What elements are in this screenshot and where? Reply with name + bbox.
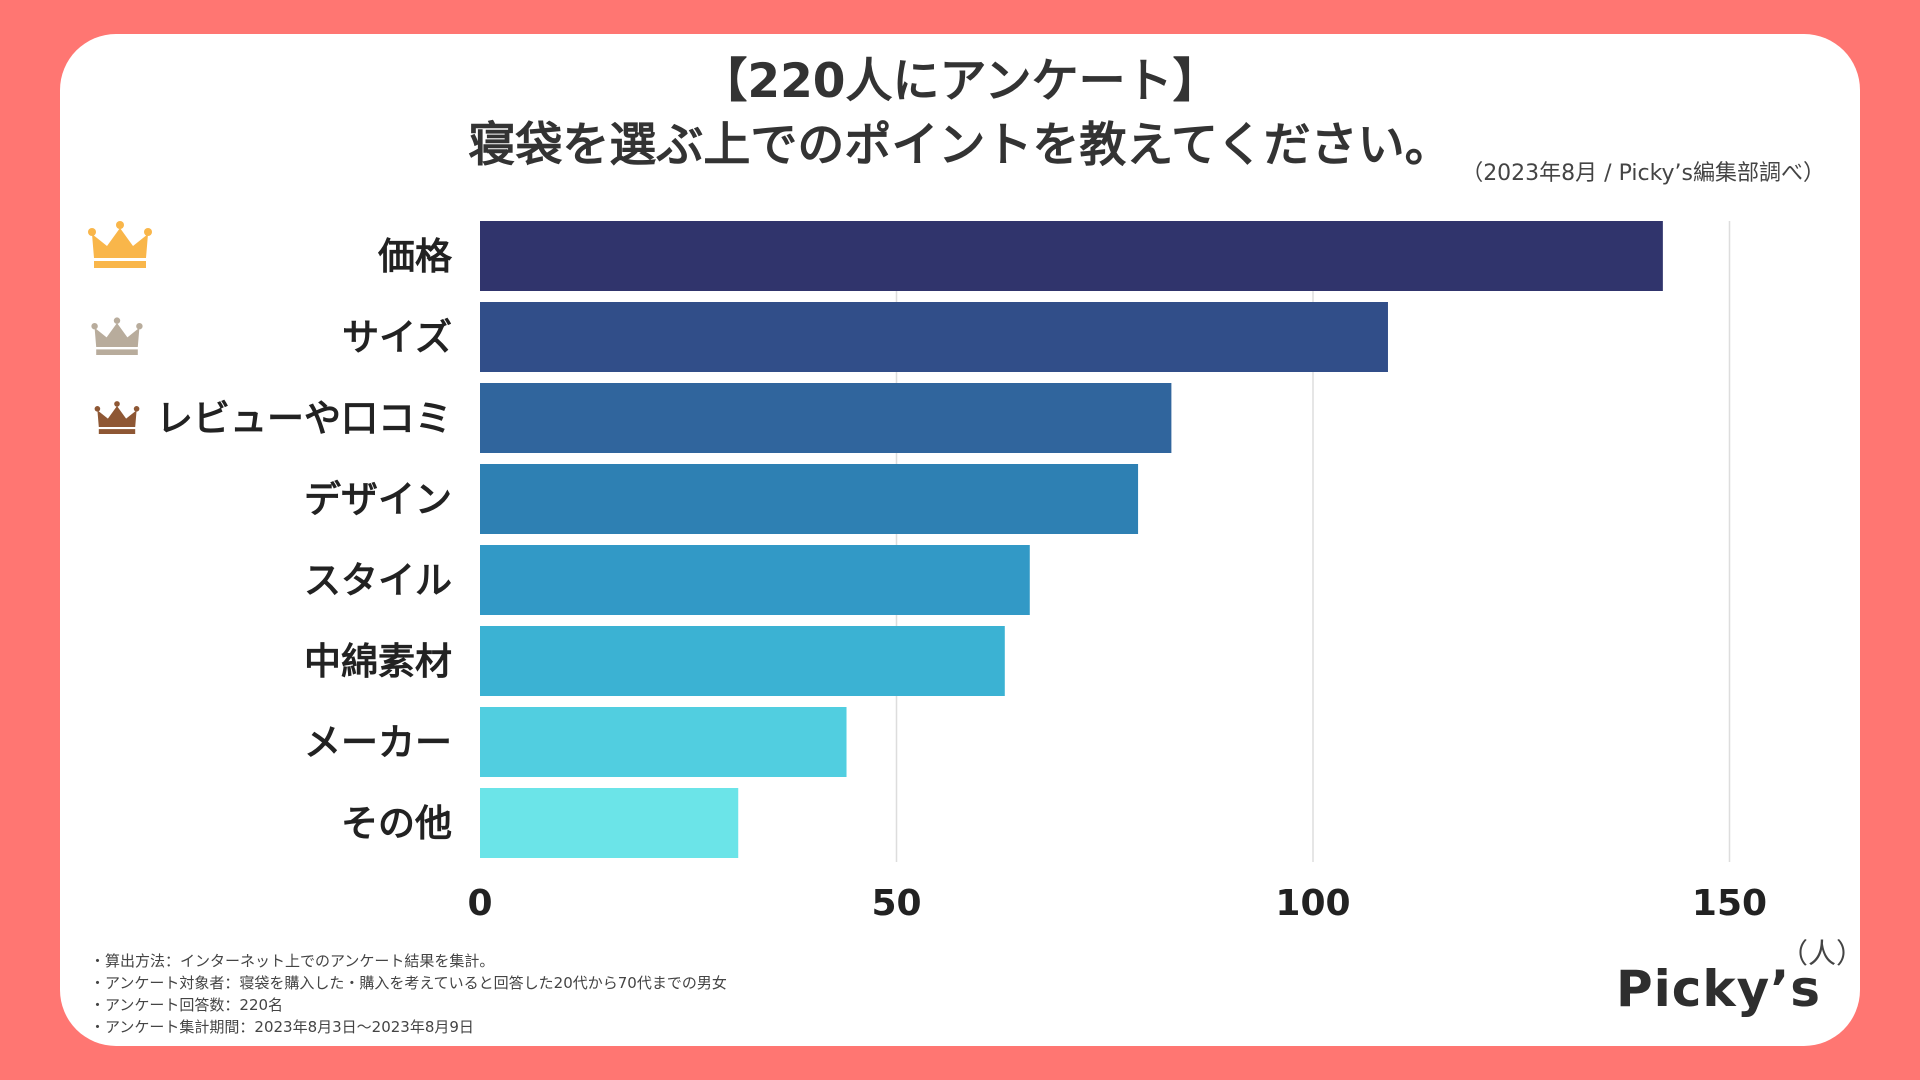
bar-2 <box>480 383 1172 453</box>
category-label-4: スタイル <box>304 559 452 602</box>
bar-1 <box>480 302 1388 372</box>
note-count: ・アンケート回答数：220名 <box>90 996 284 1014</box>
x-tick-label-50: 50 <box>871 883 921 924</box>
brand-logo: Picky’s <box>1616 960 1822 1018</box>
note-period: ・アンケート集計期間：2023年8月3日〜2023年8月9日 <box>90 1018 474 1036</box>
source-note: （2023年8月 / Picky’s編集部調べ） <box>1461 161 1825 186</box>
axis-unit-label: （人） <box>1780 937 1865 970</box>
category-label-3: デザイン <box>304 478 452 521</box>
bar-4 <box>480 545 1030 615</box>
crown-icon-2 <box>91 317 143 355</box>
chart-title-line2: 寝袋を選ぶ上でのポイントを教えてください。 <box>468 118 1452 173</box>
bar-7 <box>480 788 739 858</box>
crown-icon-3 <box>94 401 140 434</box>
category-label-6: メーカー <box>304 721 452 764</box>
x-tick-label-0: 0 <box>467 883 492 924</box>
category-label-2: レビューや口コミ <box>156 397 452 440</box>
chart-card <box>60 34 1860 1046</box>
bar-0 <box>480 221 1663 291</box>
survey-notes: ・算出方法：インターネット上でのアンケート結果を集計。 ・アンケート対象者：寝袋… <box>90 950 727 1038</box>
bar-5 <box>480 626 1005 696</box>
category-label-0: 価格 <box>377 235 453 278</box>
x-tick-label-150: 150 <box>1692 883 1767 924</box>
crown-icon-1 <box>88 221 152 268</box>
chart-title-line1: 【220人にアンケート】 <box>700 54 1220 109</box>
bar-3 <box>480 464 1139 534</box>
bar-6 <box>480 707 847 777</box>
category-label-7: その他 <box>341 802 452 845</box>
note-target: ・アンケート対象者：寝袋を購入した・購入を考えていると回答した20代から70代ま… <box>90 974 727 992</box>
category-label-1: サイズ <box>342 316 452 359</box>
note-method: ・算出方法：インターネット上でのアンケート結果を集計。 <box>90 952 495 970</box>
category-label-5: 中綿素材 <box>304 640 452 683</box>
x-tick-label-100: 100 <box>1275 883 1350 924</box>
